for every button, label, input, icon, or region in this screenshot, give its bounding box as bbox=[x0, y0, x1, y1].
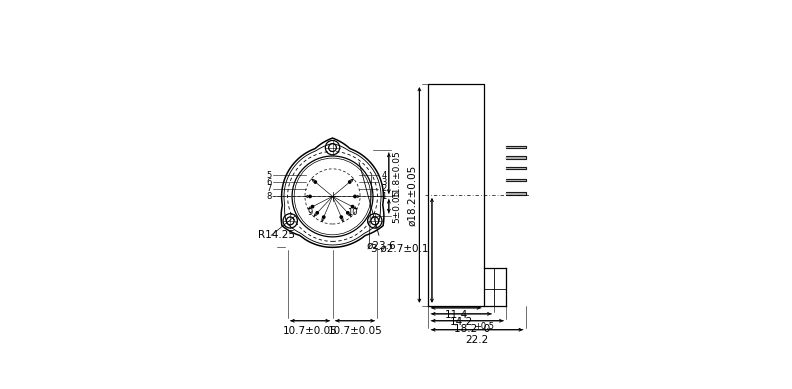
Circle shape bbox=[311, 205, 314, 208]
Text: 3-ø2.7±0.1: 3-ø2.7±0.1 bbox=[370, 244, 428, 254]
Text: 5±0.05: 5±0.05 bbox=[392, 189, 401, 223]
Text: 18.2  0: 18.2 0 bbox=[454, 324, 490, 334]
Text: ø23.6: ø23.6 bbox=[359, 162, 397, 251]
Text: 22.2: 22.2 bbox=[466, 335, 489, 345]
Text: 14.2: 14.2 bbox=[450, 317, 473, 327]
Text: 3: 3 bbox=[381, 177, 386, 187]
Text: 5: 5 bbox=[266, 171, 272, 180]
Text: 10.7±0.05: 10.7±0.05 bbox=[283, 326, 337, 336]
Text: 10.7±0.05: 10.7±0.05 bbox=[328, 326, 383, 336]
Circle shape bbox=[340, 216, 342, 218]
Circle shape bbox=[322, 216, 325, 218]
Text: 2: 2 bbox=[381, 184, 386, 193]
Circle shape bbox=[314, 181, 317, 183]
Text: 6: 6 bbox=[266, 177, 272, 187]
Circle shape bbox=[347, 212, 349, 214]
Circle shape bbox=[309, 195, 311, 198]
Text: 1: 1 bbox=[381, 192, 386, 201]
Text: +0.5: +0.5 bbox=[474, 322, 493, 331]
Circle shape bbox=[352, 205, 354, 208]
Circle shape bbox=[316, 212, 318, 214]
Text: ø18.2±0.05: ø18.2±0.05 bbox=[408, 164, 417, 226]
Text: 4: 4 bbox=[381, 171, 386, 180]
Circle shape bbox=[354, 195, 356, 198]
Text: 11.4: 11.4 bbox=[444, 310, 468, 320]
Circle shape bbox=[348, 181, 351, 183]
Text: 11.8±0.05: 11.8±0.05 bbox=[392, 149, 401, 197]
Text: 7: 7 bbox=[266, 184, 272, 193]
Text: 9: 9 bbox=[307, 209, 313, 217]
Text: R14.25: R14.25 bbox=[257, 230, 295, 240]
Text: 10: 10 bbox=[347, 209, 357, 217]
Text: 8: 8 bbox=[266, 192, 272, 201]
